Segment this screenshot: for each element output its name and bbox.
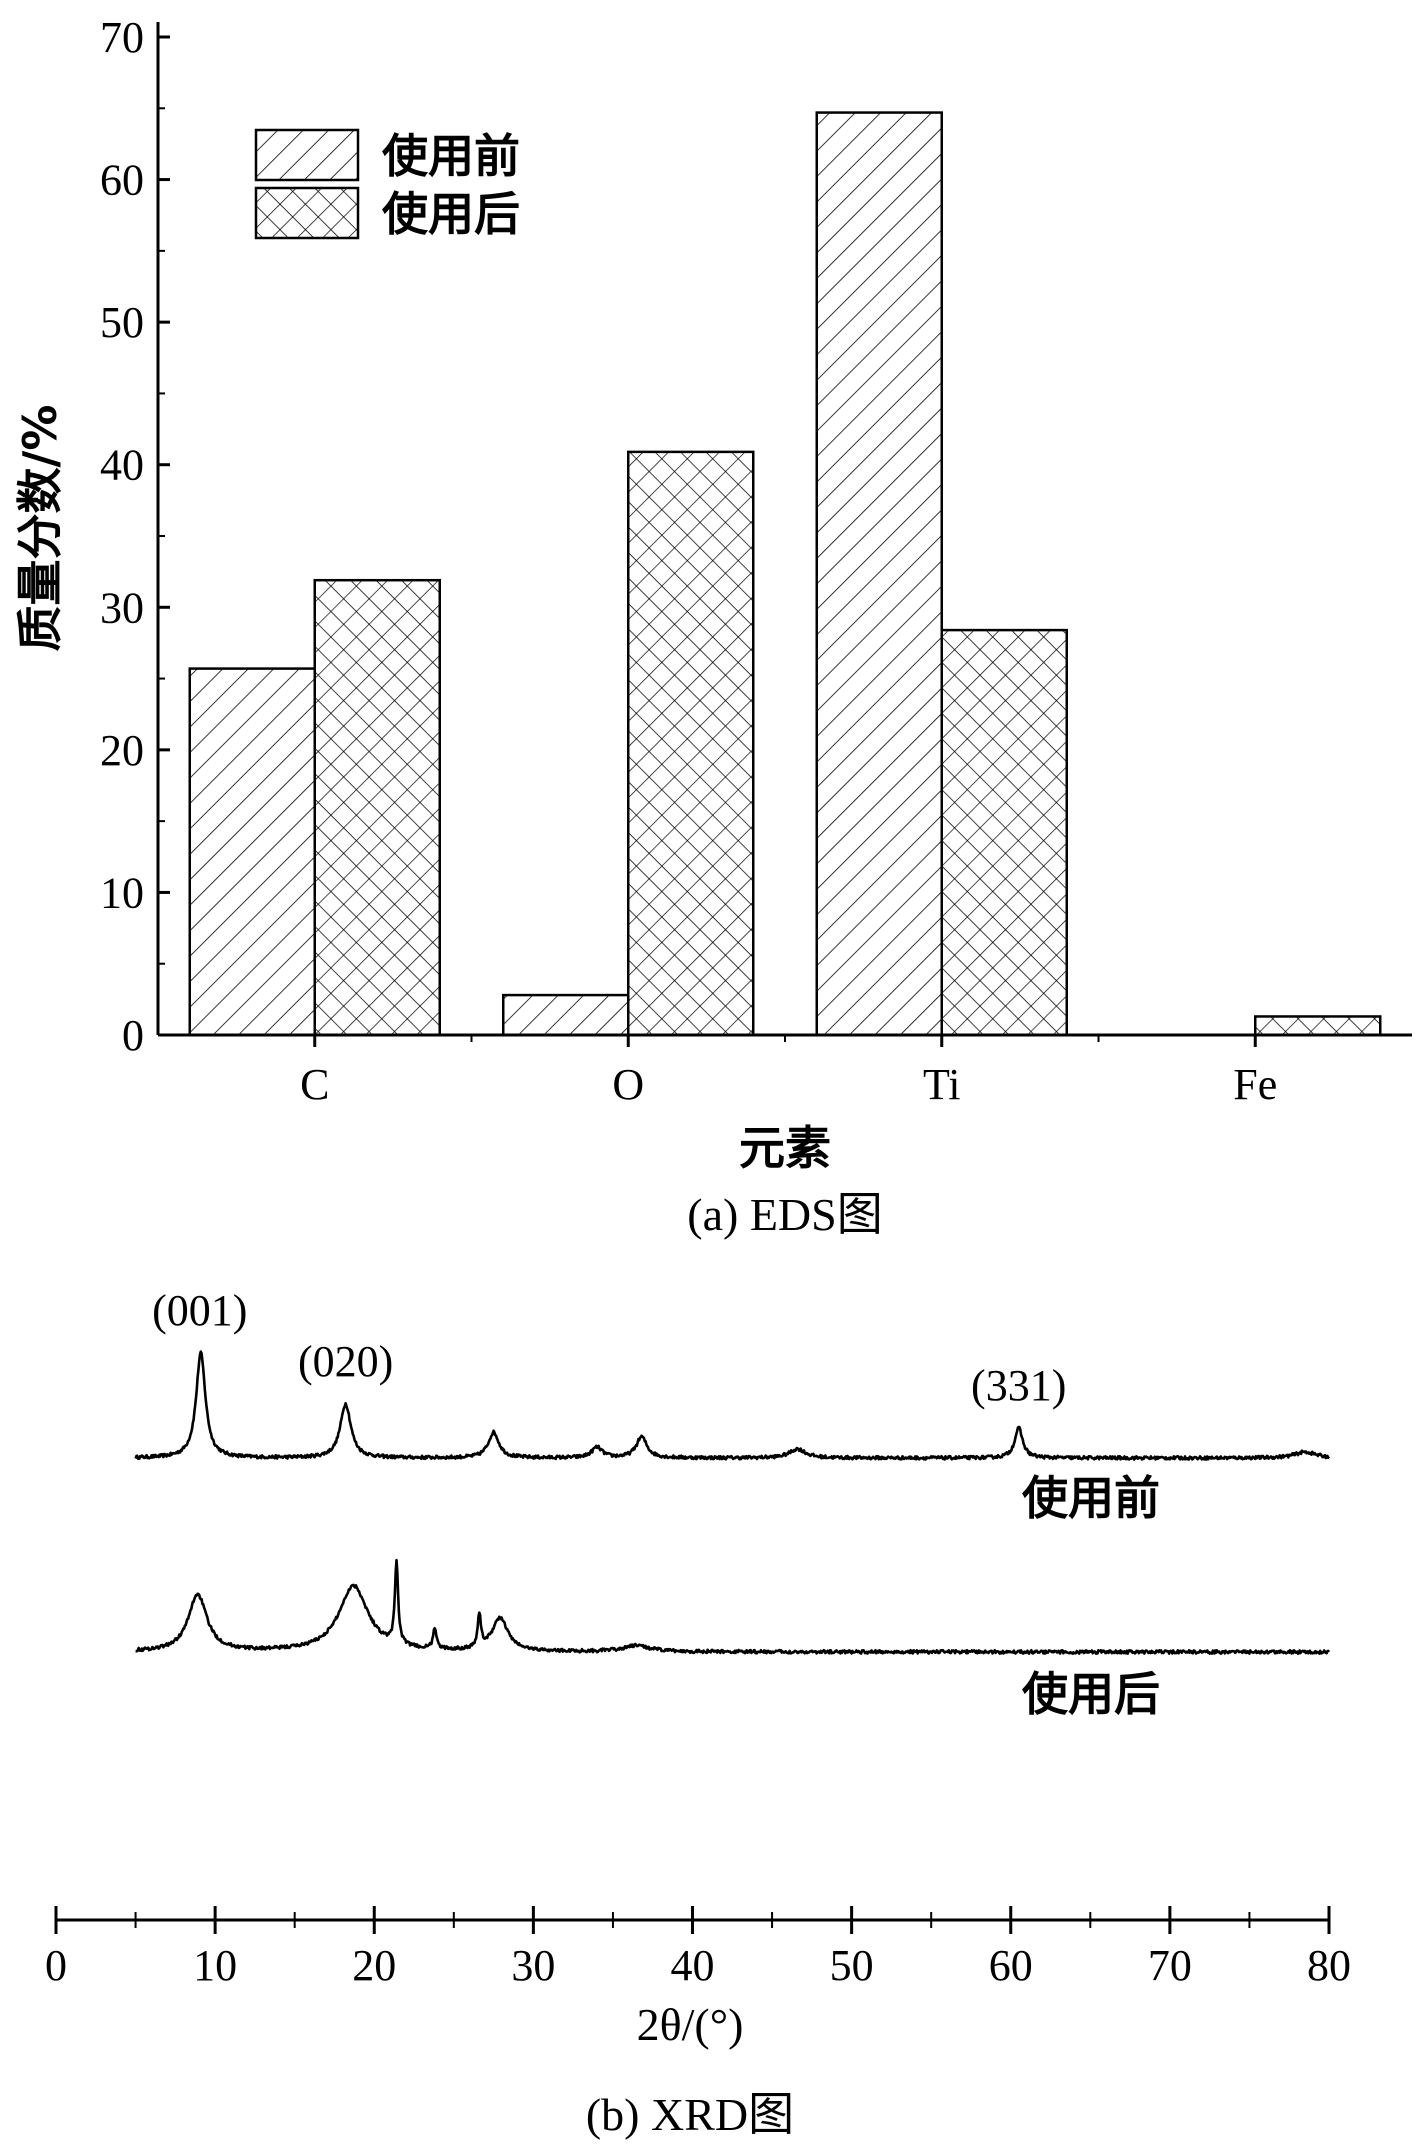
x-tick-label: O [612, 1060, 644, 1109]
bar-Ti-after [940, 628, 1068, 1037]
y-tick-label: 20 [100, 726, 144, 775]
xrd-tick-label: 40 [671, 1941, 715, 1990]
eds-bars [188, 111, 1382, 1037]
xrd-tick-label: 80 [1307, 1941, 1351, 1990]
y-tick-label: 40 [100, 441, 144, 490]
bar-Ti-before [815, 111, 943, 1037]
bar-C-before [188, 667, 316, 1037]
legend-label-before: 使用前 [382, 129, 520, 183]
xrd-x-axis-label: 2θ/(°) [637, 1999, 744, 2050]
x-tick-label: Ti [923, 1060, 961, 1109]
xrd-tick-label: 20 [352, 1941, 396, 1990]
xrd-tick-label: 10 [193, 1941, 237, 1990]
xrd-tick-label: 0 [45, 1941, 67, 1990]
eds-bar-chart: 0 10 20 30 40 50 60 70 C O Ti Fe 质量分数/% 元素 (a) EDS… [13, 13, 1412, 1240]
legend-label-after: 使用后 [382, 187, 520, 241]
eds-y-ticks: 0 10 20 30 40 50 60 70 [100, 13, 170, 1060]
xrd-x-ticks: 0 10 20 30 40 50 60 70 80 [45, 1906, 1351, 1990]
xrd-peak-labels: (001) (020) (331) [152, 1286, 1066, 1410]
y-tick-label: 0 [122, 1011, 144, 1060]
xrd-tick-label: 70 [1148, 1941, 1192, 1990]
bar-C-after [313, 578, 441, 1037]
xrd-series-label-before: 使用前 [1022, 1471, 1160, 1525]
y-tick-label: 60 [100, 156, 144, 205]
bar-O-before [502, 993, 630, 1037]
bar-Fe-after [1254, 1015, 1382, 1037]
xrd-tick-label: 30 [511, 1941, 555, 1990]
xrd-tick-label: 60 [989, 1941, 1033, 1990]
peak-label: (020) [298, 1337, 393, 1386]
peak-label: (331) [971, 1361, 1066, 1410]
eds-y-axis-label: 质量分数/% [13, 405, 67, 652]
xrd-line-chart: (001) (020) (331) 使用前 使用后 0 10 20 30 40 50 60 70 8… [45, 1286, 1351, 2140]
eds-legend: 使用前 使用后 [254, 128, 520, 241]
xrd-patterns [134, 1350, 1331, 1655]
xrd-line-after [135, 1558, 1331, 1655]
x-tick-label: C [300, 1060, 329, 1109]
bar-O-after [627, 450, 755, 1037]
eds-x-ticks: C O Ti Fe [300, 1035, 1277, 1109]
xrd-series-label-after: 使用后 [1022, 1667, 1160, 1721]
xrd-caption: (b) XRD图 [586, 2089, 794, 2140]
legend-swatch-after [254, 186, 360, 240]
y-tick-label: 50 [100, 298, 144, 347]
x-tick-label: Fe [1233, 1060, 1277, 1109]
y-tick-label: 30 [100, 583, 144, 632]
y-tick-label: 10 [100, 868, 144, 917]
y-tick-label: 70 [100, 13, 144, 62]
xrd-line-before [134, 1350, 1331, 1461]
legend-swatch-before [254, 128, 360, 182]
eds-caption: (a) EDS图 [687, 1189, 882, 1240]
xrd-tick-label: 50 [830, 1941, 874, 1990]
eds-x-axis-label: 元素 [739, 1121, 831, 1175]
peak-label: (001) [152, 1286, 247, 1335]
